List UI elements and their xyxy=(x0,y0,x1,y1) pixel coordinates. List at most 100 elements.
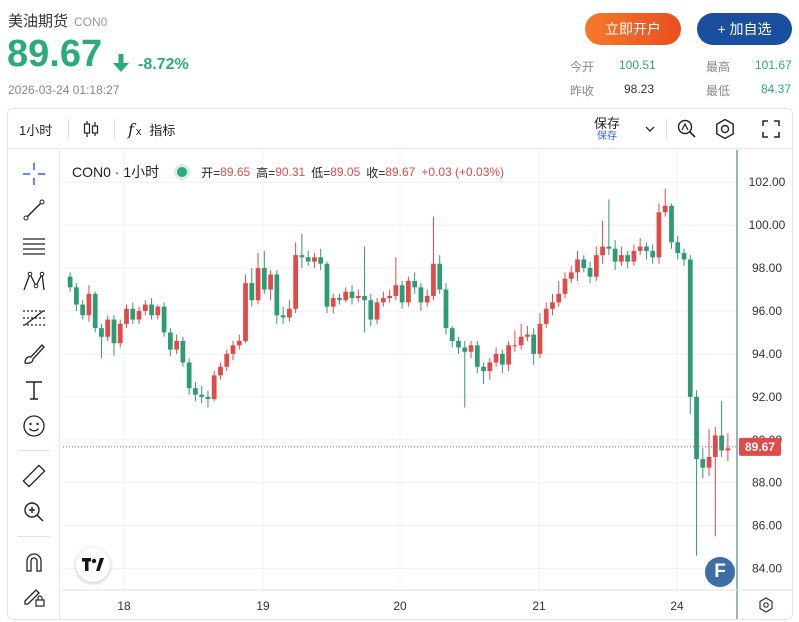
quick-search-button[interactable] xyxy=(676,109,698,149)
candle-body xyxy=(249,283,255,301)
candle xyxy=(431,216,436,301)
ruler-tool[interactable] xyxy=(20,462,48,490)
candle-body xyxy=(525,334,530,337)
candle xyxy=(462,341,468,408)
fx-x-icon: x xyxy=(135,126,142,138)
candle-body xyxy=(487,362,493,372)
f-badge-button[interactable]: F xyxy=(705,557,735,587)
text-tool[interactable] xyxy=(20,376,48,404)
pattern-tool[interactable] xyxy=(20,268,48,296)
candle-body xyxy=(694,396,699,460)
candle-body xyxy=(443,289,449,329)
candle xyxy=(193,381,198,402)
candle-body xyxy=(387,295,392,299)
candle-body xyxy=(725,448,731,451)
candle-body xyxy=(142,304,148,311)
candle-body xyxy=(280,315,286,318)
pencil-lock-icon xyxy=(24,589,45,607)
legend-low-value: 89.05 xyxy=(330,165,361,179)
y-tick-label: 92.00 xyxy=(752,390,782,404)
ruler-icon xyxy=(22,464,46,488)
axis-settings-gear-icon[interactable] xyxy=(759,597,773,613)
candle-body xyxy=(568,272,574,279)
crosshair-tool[interactable] xyxy=(20,160,48,188)
indicators-button[interactable]: f x 指标 xyxy=(128,109,175,149)
candle xyxy=(362,246,367,333)
quick-search-icon xyxy=(677,119,696,138)
candle-body xyxy=(80,304,86,316)
prev-close-label: 昨收 xyxy=(570,84,595,98)
candle-body xyxy=(305,257,311,262)
y-tick-label: 94.00 xyxy=(752,347,782,361)
candle-type-button[interactable] xyxy=(82,109,100,149)
candle xyxy=(374,298,380,324)
candle xyxy=(587,261,593,284)
horizontal-lines-icon xyxy=(23,238,45,255)
candle-body xyxy=(675,242,681,254)
candle xyxy=(161,302,167,337)
zoom-in-icon xyxy=(24,502,44,522)
interval-selector[interactable]: 1小时 xyxy=(19,122,53,138)
candle xyxy=(512,330,518,352)
candle xyxy=(468,341,474,359)
candle xyxy=(337,293,342,305)
brush-tool[interactable] xyxy=(20,340,48,368)
y-tick-label: 96.00 xyxy=(752,304,782,318)
magnet-tool[interactable] xyxy=(20,548,48,576)
y-tick-label: 102.00 xyxy=(749,175,786,189)
candle xyxy=(349,285,355,305)
lock-drawing-tool[interactable] xyxy=(20,582,48,610)
horizontal-lines-tool[interactable] xyxy=(20,232,48,260)
candle-body xyxy=(368,300,374,320)
tradingview-icon xyxy=(82,558,104,571)
candle xyxy=(199,386,205,404)
candle-body xyxy=(575,259,580,273)
candle-body xyxy=(424,295,430,303)
candle xyxy=(600,220,605,264)
fullscreen-button[interactable] xyxy=(762,109,780,149)
zoom-tool[interactable] xyxy=(20,498,48,526)
arrow-down-icon xyxy=(113,54,129,72)
open-account-button[interactable]: 立即开户 xyxy=(585,13,681,45)
candle xyxy=(105,315,111,342)
candle-body xyxy=(537,323,543,354)
y-tick-label: 86.00 xyxy=(752,519,782,533)
add-watchlist-button[interactable]: + 加自选 xyxy=(697,13,792,45)
drawing-toolbar xyxy=(8,150,60,619)
candle-body xyxy=(174,341,180,350)
candle xyxy=(418,283,424,311)
candle xyxy=(393,257,399,301)
candle-body xyxy=(186,362,192,389)
candle-body xyxy=(117,323,123,344)
candle xyxy=(343,287,349,303)
candle-body xyxy=(587,268,593,277)
candle xyxy=(637,238,643,256)
fib-tool[interactable] xyxy=(20,304,48,332)
save-dropdown[interactable] xyxy=(644,109,656,149)
candle-body xyxy=(124,308,129,324)
candle-body xyxy=(593,255,599,277)
candle xyxy=(568,265,574,284)
candle xyxy=(136,306,142,324)
candle xyxy=(537,313,543,359)
price-chart[interactable]: 102.00100.0098.0096.0094.0092.0090.0088.… xyxy=(61,150,793,620)
candle xyxy=(437,255,443,294)
candle-body xyxy=(550,302,555,309)
candle-body xyxy=(719,435,724,451)
candle xyxy=(180,336,186,367)
candle xyxy=(562,272,568,299)
candle xyxy=(712,426,718,537)
candle-body xyxy=(343,291,349,301)
brush-icon xyxy=(24,344,45,364)
candle-body xyxy=(512,345,518,347)
settings-button[interactable] xyxy=(714,109,736,149)
candle-body xyxy=(406,280,411,303)
candle-body xyxy=(230,345,236,354)
last-price-label: 89.67 xyxy=(745,440,775,454)
trend-line-tool[interactable] xyxy=(20,196,48,224)
function-icon: f xyxy=(128,119,134,139)
candle-body xyxy=(531,334,537,354)
y-tick-label: 84.00 xyxy=(752,562,782,576)
save-button[interactable]: 保存 保存 xyxy=(594,109,620,149)
emoji-tool[interactable] xyxy=(20,412,48,440)
